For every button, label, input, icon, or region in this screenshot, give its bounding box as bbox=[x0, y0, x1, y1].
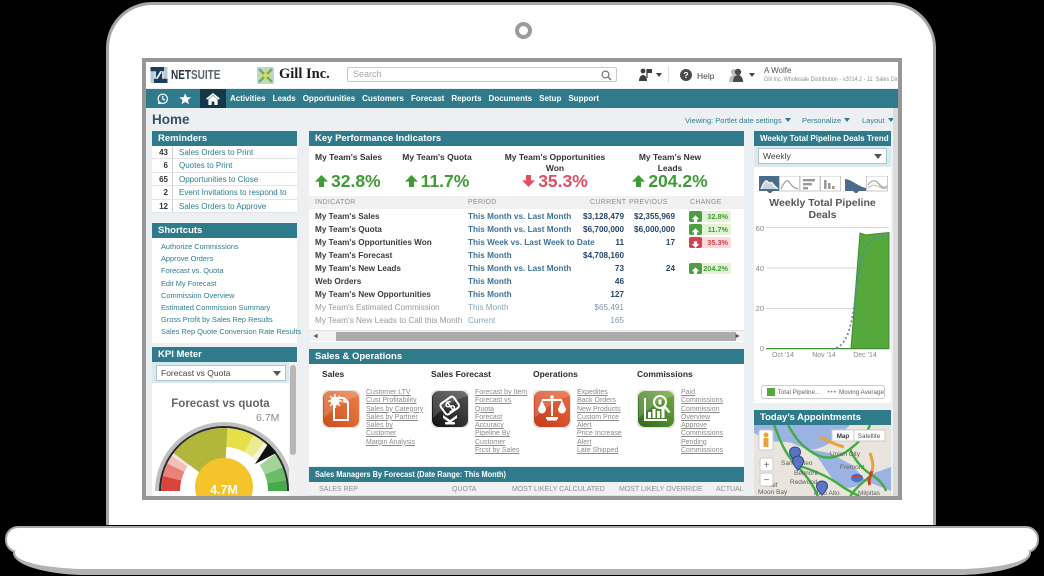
svg-text:0: 0 bbox=[760, 344, 764, 353]
svg-text:Union City: Union City bbox=[830, 451, 861, 458]
svg-text:+: + bbox=[764, 460, 770, 471]
svg-text:Dec '14: Dec '14 bbox=[853, 352, 877, 359]
svg-text:Belmont: Belmont bbox=[794, 470, 818, 477]
svg-text:Milpitas: Milpitas bbox=[858, 490, 881, 496]
svg-text:40: 40 bbox=[756, 264, 764, 273]
svg-text:−: − bbox=[764, 475, 770, 486]
svg-text:Redwood: Redwood bbox=[790, 479, 818, 486]
svg-text:60: 60 bbox=[756, 224, 764, 233]
svg-text:Nov '14: Nov '14 bbox=[812, 352, 836, 359]
svg-text:Oct '14: Oct '14 bbox=[772, 352, 794, 359]
svg-text:Map: Map bbox=[837, 433, 850, 440]
svg-text:Fremont: Fremont bbox=[840, 464, 864, 471]
svg-text:Satellite: Satellite bbox=[858, 433, 881, 440]
svg-text:4.7M: 4.7M bbox=[210, 483, 238, 497]
svg-text:20: 20 bbox=[756, 304, 764, 313]
svg-text:Moon Bay: Moon Bay bbox=[758, 489, 788, 496]
svg-text:Palo Alto: Palo Alto bbox=[814, 490, 840, 496]
